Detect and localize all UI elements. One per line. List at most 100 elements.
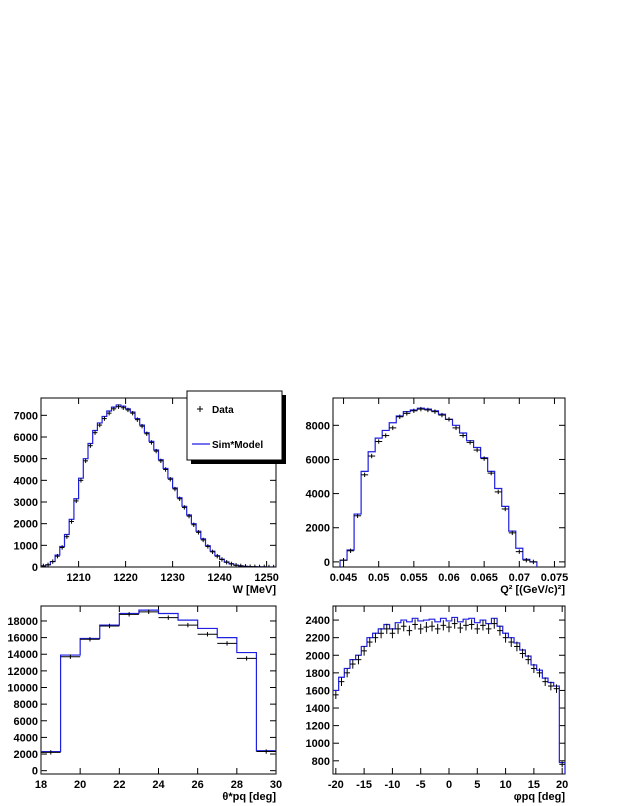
- data-point: [497, 625, 503, 636]
- data-point: [463, 620, 469, 631]
- data-point: [403, 411, 411, 416]
- data-point: [372, 632, 379, 643]
- legend-model-label: Sim*Model: [212, 440, 263, 451]
- data-point: [474, 623, 481, 634]
- data-point: [525, 654, 532, 665]
- plot-frame: [40, 397, 277, 568]
- data-point: [389, 628, 396, 639]
- data-point: [172, 486, 178, 492]
- data-point: [361, 472, 369, 478]
- data-point: [236, 656, 257, 661]
- data-point: [191, 522, 197, 527]
- y-tick-label: 6000: [14, 716, 38, 728]
- data-point: [445, 417, 453, 422]
- x-tick-label: 0.07: [509, 572, 530, 584]
- x-tick-label: 0.05: [368, 572, 389, 584]
- panel-phi: -20 -15 -10 -5 0 5 10 15 20 800 1000 1200 1400 1600 18…: [306, 605, 568, 803]
- data-point: [451, 618, 458, 629]
- data-point: [522, 557, 530, 563]
- data-point: [368, 453, 376, 459]
- data-point: [531, 663, 537, 673]
- data-point: [106, 410, 112, 416]
- x-tick-label: 1230: [160, 572, 184, 584]
- data-point: [135, 417, 140, 422]
- data-point: [210, 549, 215, 555]
- data-point: [347, 548, 355, 553]
- model-histogram-line: [41, 609, 276, 774]
- data-point: [214, 553, 220, 559]
- x-tick-label: 22: [113, 779, 125, 791]
- y-tick-label: 0: [32, 766, 38, 778]
- x-tick-label: 0: [446, 779, 452, 791]
- y-tick-label: 2200: [306, 633, 330, 645]
- data-point: [553, 684, 560, 693]
- data-point: [519, 648, 526, 659]
- data-point: [158, 458, 164, 464]
- data-point: [200, 537, 206, 543]
- data-point: [446, 622, 452, 633]
- x-tick-label: 26: [192, 779, 204, 791]
- data-point: [41, 750, 61, 755]
- data-point: [252, 564, 258, 567]
- data-point: [396, 414, 404, 419]
- y-tick-label: 2400: [306, 615, 330, 627]
- data-point: [158, 615, 179, 620]
- data-point: [457, 622, 464, 634]
- data-point: [501, 506, 509, 512]
- y-tick-label: 2000: [306, 523, 330, 535]
- plot-frame: [40, 605, 277, 775]
- y-tick-label: 1800: [306, 668, 330, 680]
- data-point: [406, 625, 413, 636]
- y-tick-label: 3000: [14, 497, 38, 509]
- x-axis-title: W [MeV]: [233, 584, 277, 596]
- data-point: [177, 496, 182, 501]
- x-tick-label: 24: [152, 779, 165, 791]
- y-tick-label: 2000: [14, 749, 38, 761]
- data-point: [182, 505, 187, 510]
- data-point: [480, 620, 486, 631]
- data-point: [238, 563, 244, 567]
- y-tick-label: 8000: [306, 420, 330, 432]
- data-point: [383, 623, 390, 634]
- data-point: [125, 407, 131, 413]
- y-tick-label: 2000: [14, 519, 38, 531]
- legend: Data Sim*Model: [186, 390, 286, 464]
- data-point: [178, 622, 198, 628]
- data-point: [417, 406, 425, 412]
- data-point: [431, 409, 439, 414]
- data-point: [266, 564, 272, 567]
- x-tick-label: -5: [416, 779, 426, 791]
- data-point: [438, 412, 446, 418]
- x-tick-label: 5: [474, 779, 480, 791]
- data-point: [395, 623, 401, 634]
- x-tick-label: 10: [499, 779, 511, 791]
- data-point: [50, 559, 56, 564]
- data-point: [344, 668, 350, 678]
- data-point: [55, 553, 60, 559]
- y-tick-label: 18000: [7, 616, 38, 628]
- data-point: [149, 440, 154, 445]
- data-point: [340, 557, 348, 563]
- data-point: [361, 646, 367, 656]
- data-point: [59, 545, 65, 550]
- data-point: [473, 447, 481, 453]
- y-tick-label: 6000: [14, 432, 38, 444]
- x-tick-label: 28: [231, 779, 243, 791]
- data-point: [130, 410, 135, 416]
- data-point: [144, 431, 150, 436]
- data-point: [349, 659, 356, 669]
- x-tick-label: 20: [556, 779, 568, 791]
- data-point: [271, 564, 276, 567]
- plot-area: [333, 616, 565, 774]
- data-point: [261, 564, 267, 567]
- x-tick-label: 20: [74, 779, 86, 791]
- plot-area: [339, 406, 538, 567]
- data-point: [153, 448, 159, 454]
- data-point: [502, 632, 509, 643]
- y-tick-label: 5000: [14, 454, 38, 466]
- chart-panels: 1210 1220 1230 1240 125001000200030004000500…: [7, 397, 568, 803]
- data-point: [257, 564, 262, 567]
- data-point: [468, 619, 475, 630]
- data-point: [119, 612, 139, 617]
- data-point: [333, 690, 339, 699]
